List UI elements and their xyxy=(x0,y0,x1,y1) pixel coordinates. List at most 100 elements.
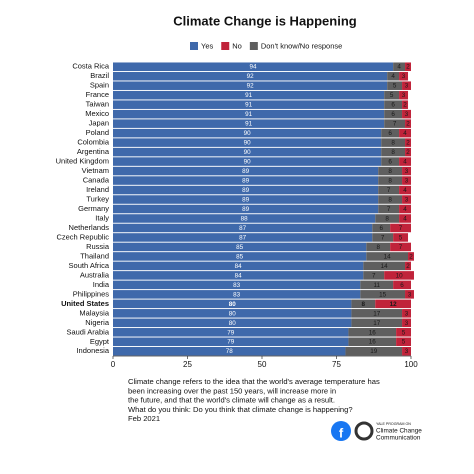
value-label: 4 xyxy=(403,187,407,194)
value-label: 7 xyxy=(387,187,391,194)
value-label: 92 xyxy=(247,73,255,80)
legend-swatch xyxy=(221,42,230,50)
bar-segment xyxy=(113,109,385,119)
value-label: 7 xyxy=(372,272,376,279)
y-tick-label: Vietnam xyxy=(82,166,109,175)
bar-segment xyxy=(390,223,411,233)
value-label: 8 xyxy=(391,140,395,147)
y-tick-label: South Africa xyxy=(69,261,110,270)
bar-segment xyxy=(345,346,403,356)
x-tick-label: 75 xyxy=(332,360,341,369)
y-tick-label: Turkey xyxy=(86,195,109,204)
bar-segment xyxy=(393,280,411,290)
bar-segment xyxy=(402,176,411,185)
facebook-logo xyxy=(331,421,351,441)
bar-segment xyxy=(113,337,349,347)
bar-segment xyxy=(402,109,411,119)
value-label: 5 xyxy=(402,329,406,336)
value-label: 78 xyxy=(226,348,234,355)
value-label: 3 xyxy=(405,348,409,355)
value-label: 3 xyxy=(405,196,409,203)
bar-segment xyxy=(351,318,403,328)
bar-segment xyxy=(387,81,403,90)
value-label: 3 xyxy=(405,83,409,90)
value-label: 4 xyxy=(397,64,401,71)
value-label: 84 xyxy=(235,272,243,279)
bar-segment xyxy=(113,309,352,318)
footnote: the future, and that the world's climate… xyxy=(128,396,335,405)
bar-segment xyxy=(113,62,394,72)
bar-segment xyxy=(396,337,411,347)
value-label: 7 xyxy=(399,244,403,251)
y-tick-label: Philippines xyxy=(73,289,110,298)
legend-label: Don't know/No response xyxy=(261,41,342,50)
bar-segment xyxy=(402,81,411,90)
value-label: 6 xyxy=(391,102,395,109)
value-label: 91 xyxy=(245,121,253,128)
bar-segment xyxy=(384,109,403,119)
bar-segment xyxy=(113,280,361,290)
bar-segment xyxy=(113,166,379,176)
value-label: 3 xyxy=(405,111,409,118)
value-label: 2 xyxy=(406,140,410,147)
bar-segment xyxy=(113,346,346,356)
bar-segment xyxy=(390,242,411,252)
x-tick-label: 25 xyxy=(183,360,192,369)
value-label: 83 xyxy=(233,282,241,289)
value-label: 4 xyxy=(403,159,407,166)
value-label: 6 xyxy=(388,130,392,137)
bar-segment xyxy=(405,119,411,128)
bar-segment xyxy=(378,185,400,195)
y-tick-label: Spain xyxy=(90,81,109,90)
value-label: 3 xyxy=(405,310,409,317)
value-label: 8 xyxy=(388,178,392,185)
bar-segment xyxy=(399,128,411,138)
value-label: 4 xyxy=(403,215,407,222)
value-label: 19 xyxy=(370,348,378,355)
bar-segment xyxy=(396,328,411,337)
bar-segment xyxy=(360,280,394,290)
y-tick-label: Malaysia xyxy=(79,308,109,317)
value-label: 85 xyxy=(236,244,244,251)
y-tick-label: India xyxy=(93,280,110,289)
bar-segment xyxy=(402,318,411,328)
y-tick-label: France xyxy=(86,90,109,99)
y-tick-label: Mexico xyxy=(85,109,109,118)
y-tick-label: Canada xyxy=(83,176,110,185)
bar-segment xyxy=(113,81,388,90)
bar-segment xyxy=(384,90,400,100)
value-label: 8 xyxy=(385,215,389,222)
value-label: 7 xyxy=(381,234,385,241)
x-tick-label: 50 xyxy=(258,360,267,369)
value-label: 3 xyxy=(402,73,406,80)
value-label: 6 xyxy=(400,282,404,289)
y-tick-label: Germany xyxy=(78,204,109,213)
y-tick-label: Poland xyxy=(86,128,109,137)
bar-segment xyxy=(381,128,400,138)
bar-segment xyxy=(113,271,364,280)
bar-segment xyxy=(113,195,379,204)
bar-segment xyxy=(381,147,406,157)
facebook-f: f xyxy=(339,425,344,440)
bar-segment xyxy=(375,214,400,223)
bar-segment xyxy=(113,252,367,261)
bar-segment xyxy=(384,119,406,128)
y-tick-label: Taiwan xyxy=(86,100,109,109)
bar-segment xyxy=(360,290,406,299)
value-label: 2 xyxy=(406,149,410,156)
bar-segment xyxy=(351,299,376,309)
value-label: 91 xyxy=(245,111,253,118)
value-label: 5 xyxy=(390,92,394,99)
x-tick-label: 100 xyxy=(404,360,418,369)
value-label: 14 xyxy=(381,263,389,270)
bar-segment xyxy=(405,138,411,147)
x-tick-label: 0 xyxy=(111,360,116,369)
bar-segment xyxy=(113,233,373,242)
bar-segment xyxy=(113,176,379,185)
y-tick-label: Indonesia xyxy=(76,346,109,355)
value-label: 8 xyxy=(391,149,395,156)
bar-segment xyxy=(113,299,352,309)
y-tick-label: Australia xyxy=(80,270,110,279)
y-tick-label: Nigeria xyxy=(85,318,110,327)
